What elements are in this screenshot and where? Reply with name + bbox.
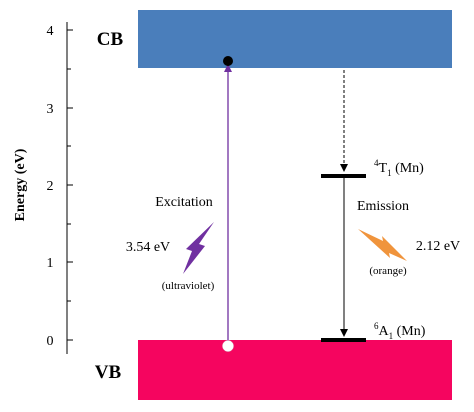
y-axis-ticks [67, 29, 73, 341]
hole [222, 340, 234, 352]
t1-level-label: 4T1 (Mn) [374, 158, 424, 178]
ultraviolet-lightning-icon [183, 222, 214, 274]
excitation-type: (ultraviolet) [162, 280, 215, 292]
tick-label-3: 3 [47, 102, 54, 117]
tick-label-4: 4 [47, 24, 54, 39]
orange-lightning-icon [358, 229, 407, 261]
tick-label-2: 2 [47, 179, 54, 194]
valence-band [138, 340, 452, 400]
emission-energy: 2.12 eV [416, 239, 460, 254]
a1-level-label: 6A1 (Mn) [374, 321, 426, 341]
excitation-title: Excitation [155, 195, 213, 210]
tick-label-1: 1 [47, 256, 54, 271]
emission-type: (orange) [369, 265, 407, 277]
conduction-band [138, 10, 452, 68]
y-axis-label: Energy (eV) [13, 148, 28, 221]
vb-label: VB [95, 362, 122, 383]
excited-electron [223, 56, 233, 66]
cb-label: CB [97, 29, 124, 50]
emission-title: Emission [357, 199, 409, 214]
tick-label-0: 0 [47, 334, 54, 349]
excitation-energy: 3.54 eV [126, 240, 170, 255]
